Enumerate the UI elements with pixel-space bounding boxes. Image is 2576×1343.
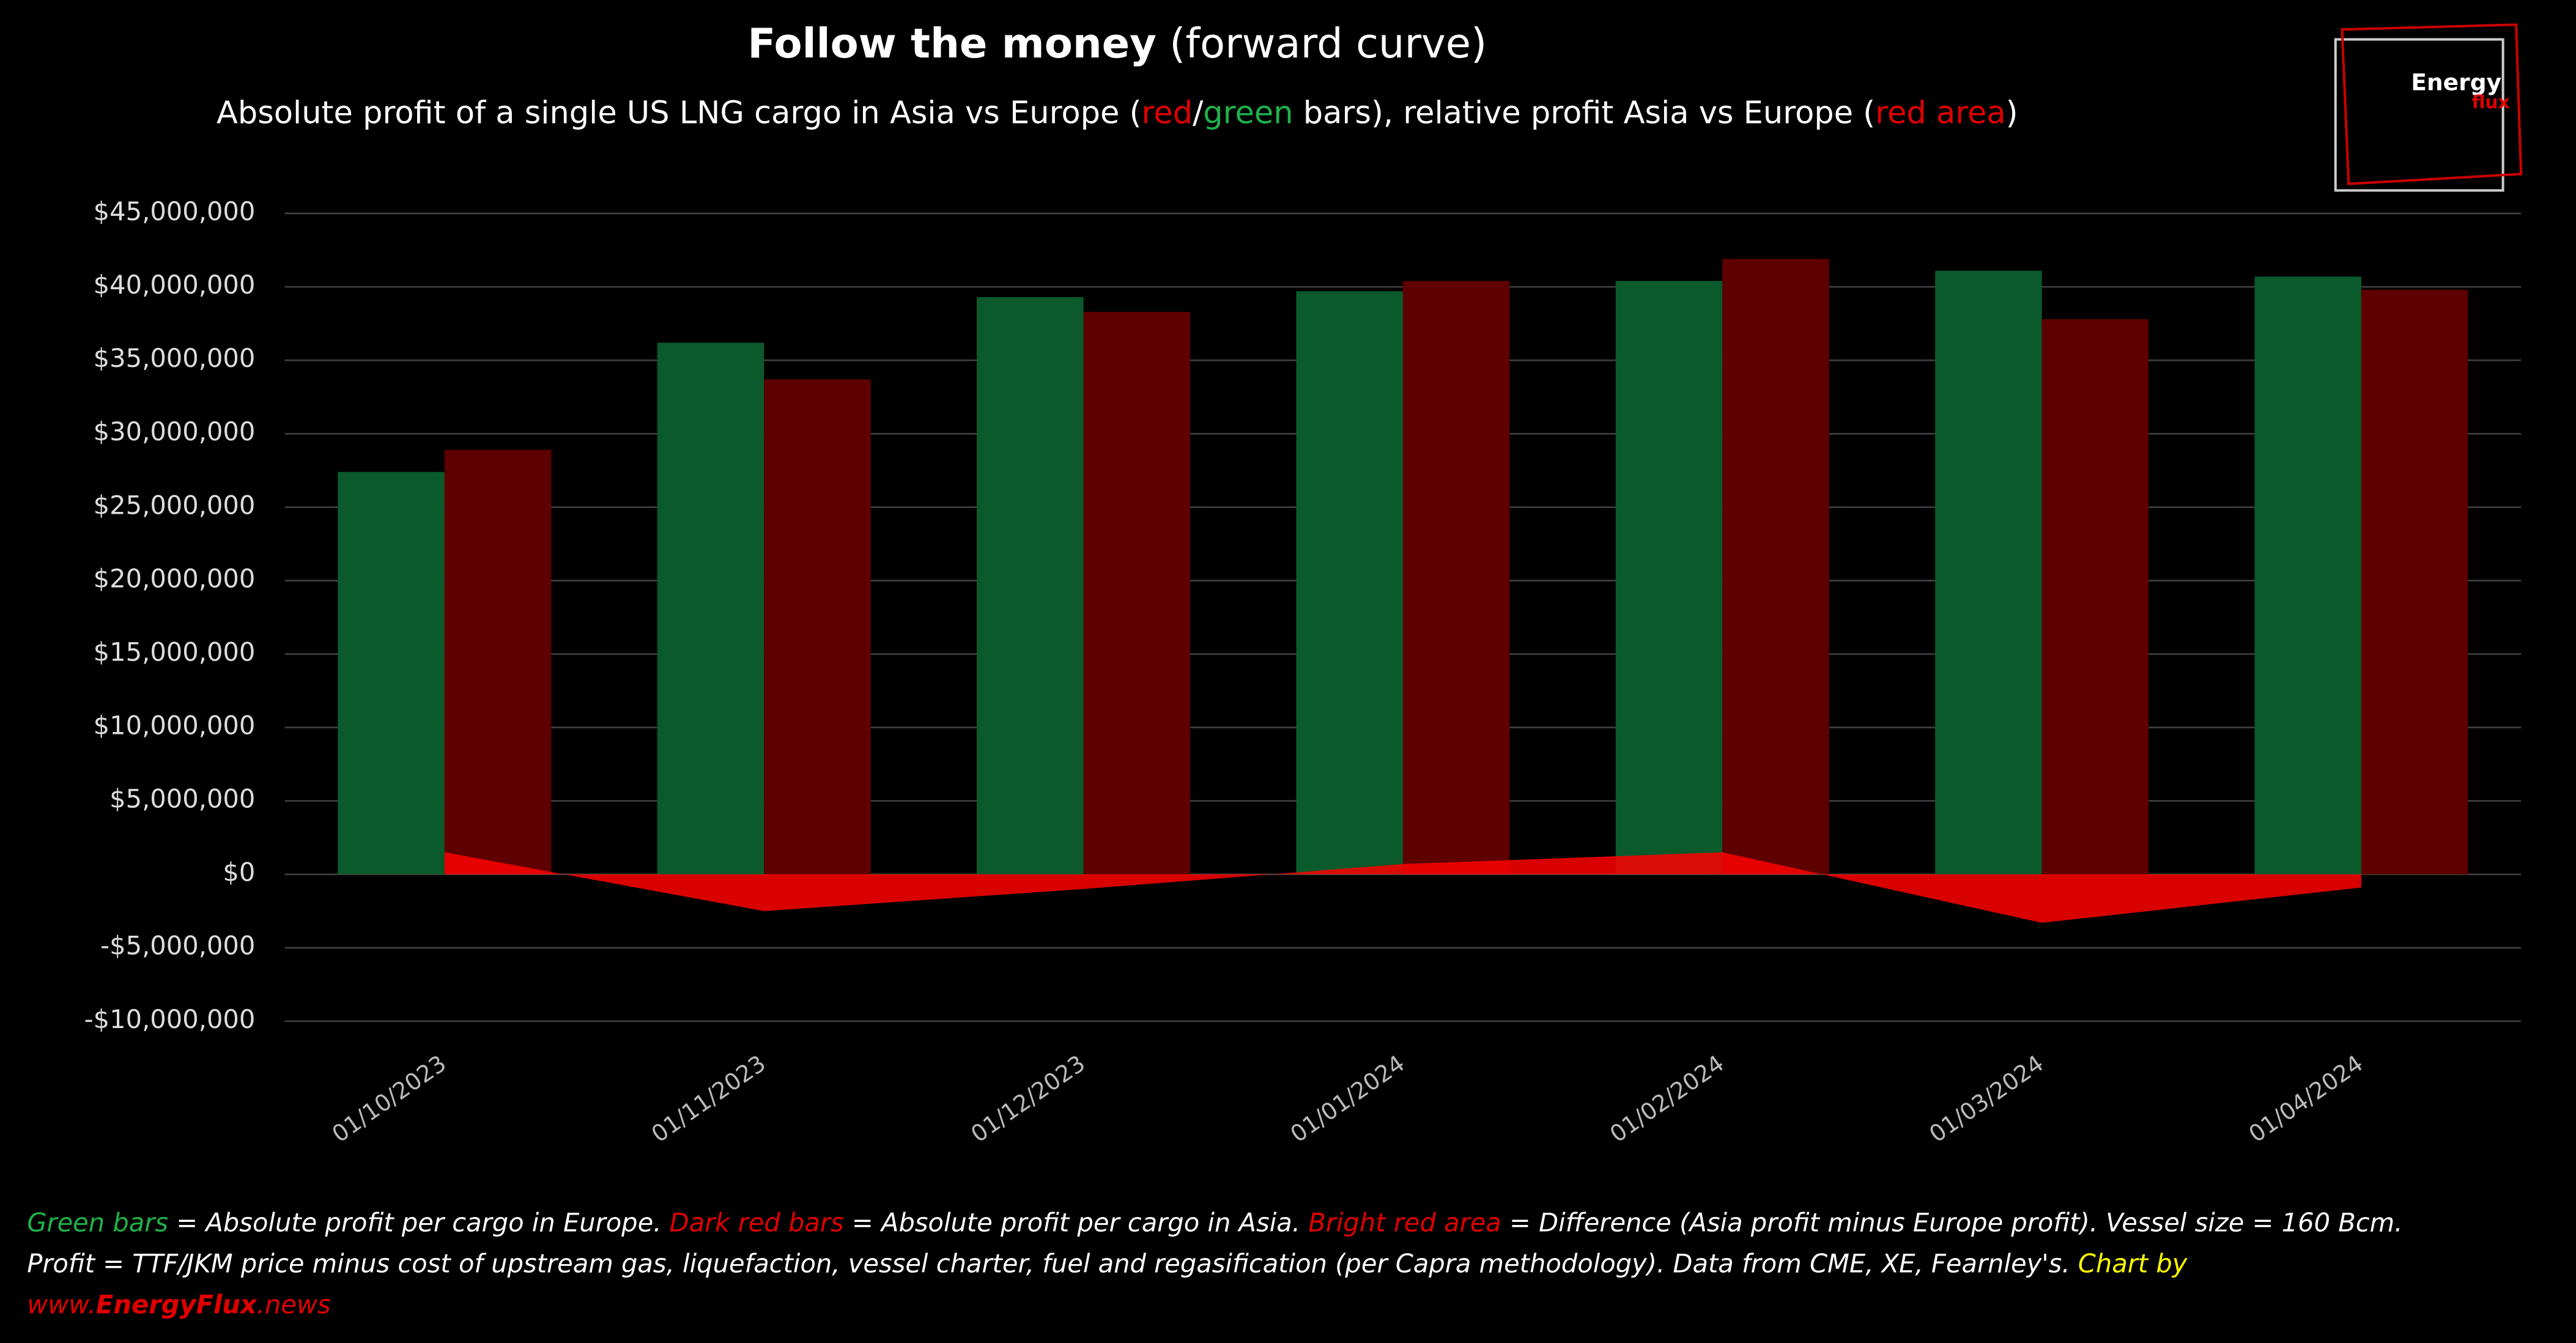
footer-part: Profit = TTF/JKM price minus cost of ups… — [27, 1249, 2078, 1279]
y-tick-label: $25,000,000 — [94, 490, 256, 520]
logo-frame — [2334, 38, 2504, 192]
bar — [2041, 319, 2149, 875]
y-tick-label: $10,000,000 — [94, 711, 256, 741]
footer-part: Dark red bars — [670, 1207, 844, 1237]
subtitle-part: red area — [1875, 95, 2006, 131]
bar — [2361, 289, 2468, 875]
subtitle-part: ) — [2006, 95, 2018, 131]
footer-part: = Absolute profit per cargo in Europe. — [168, 1207, 670, 1237]
y-tick-label: $20,000,000 — [94, 563, 256, 593]
title-rest: (forward curve) — [1157, 20, 1487, 67]
footer-part: = Absolute profit per cargo in Asia. — [844, 1207, 1309, 1237]
bar — [2254, 276, 2361, 875]
logo: Energy flux — [2334, 23, 2523, 192]
y-tick-label: $30,000,000 — [94, 416, 256, 446]
y-tick-label: $40,000,000 — [94, 270, 256, 300]
bar — [444, 450, 552, 875]
bar — [338, 472, 445, 875]
y-tick-label: $0 — [223, 857, 255, 887]
bar — [1083, 311, 1191, 875]
y-tick-label: -$10,000,000 — [84, 1004, 256, 1034]
footer-line: Profit = TTF/JKM price minus cost of ups… — [27, 1249, 2188, 1279]
footer-part: Bright red area — [1308, 1207, 1501, 1237]
y-tick-label: $35,000,000 — [94, 343, 256, 373]
logo-text: Energy — [2411, 69, 2501, 96]
chart-title: Follow the money (forward curve) — [747, 20, 1487, 67]
title-bold: Follow the money — [747, 20, 1157, 67]
footer-part: www. — [27, 1290, 96, 1320]
bar — [657, 342, 764, 875]
footer-line: www.EnergyFlux.news — [27, 1290, 330, 1320]
bar — [1402, 281, 1510, 875]
subtitle-part: bars), relative profit Asia vs Europe ( — [1294, 95, 1876, 131]
bar — [1722, 259, 1829, 875]
bar — [1615, 281, 1723, 875]
y-tick-label: -$5,000,000 — [100, 931, 255, 961]
logo-frame-red — [2341, 23, 2523, 185]
subtitle: Absolute profit of a single US LNG cargo… — [217, 95, 2018, 131]
bar — [764, 379, 871, 875]
subtitle-part: / — [1193, 95, 1204, 131]
footer-line: Green bars = Absolute profit per cargo i… — [27, 1207, 2402, 1237]
footer-part: Chart by — [2078, 1249, 2188, 1279]
footer-part: EnergyFlux — [96, 1290, 257, 1320]
subtitle-part: red — [1141, 95, 1193, 131]
footer-part: .news — [257, 1290, 331, 1320]
y-tick-label: $15,000,000 — [94, 637, 256, 667]
difference-area — [444, 852, 2361, 923]
y-tick-label: $5,000,000 — [109, 784, 255, 814]
bar — [1296, 291, 1403, 875]
footer-part: = Difference (Asia profit minus Europe p… — [1501, 1207, 2403, 1237]
footer-part: Green bars — [27, 1207, 168, 1237]
logo-text: flux — [2472, 92, 2510, 113]
subtitle-part: green — [1203, 95, 1293, 131]
subtitle-part: Absolute profit of a single US LNG cargo… — [217, 95, 1141, 131]
bar — [977, 297, 1084, 875]
y-tick-label: $45,000,000 — [94, 196, 256, 226]
bar — [1935, 270, 2042, 875]
